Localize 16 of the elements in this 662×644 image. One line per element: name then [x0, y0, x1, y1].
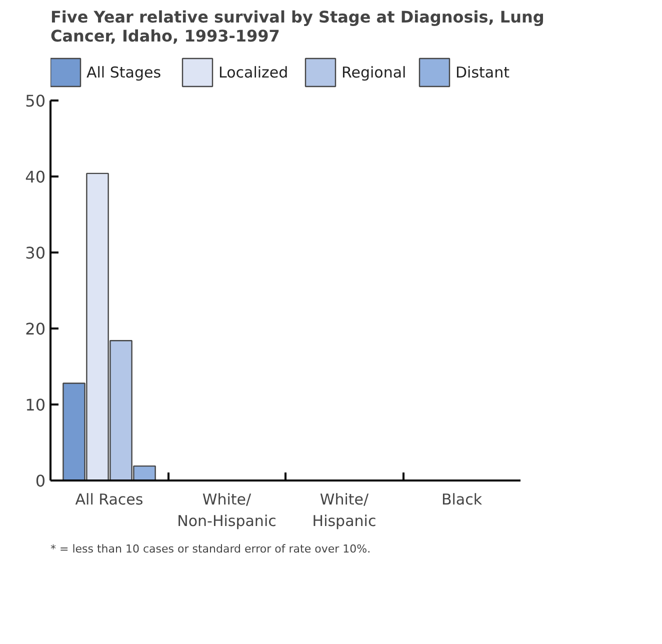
y-tick-label: 0 [35, 472, 46, 490]
y-tick-label: 30 [25, 244, 46, 262]
y-tick-label: 50 [25, 92, 46, 110]
legend-label: Distant [456, 64, 510, 82]
legend-label: All Stages [86, 64, 162, 82]
x-tick-label: White/ Hispanic [312, 490, 376, 530]
legend-label: Localized [218, 64, 288, 82]
chart-title: Five Year relative survival by Stage at Diagnosis, Lung Cancer, Idaho, 1993-1997 [50, 8, 544, 46]
y-tick-label: 40 [25, 168, 46, 186]
x-tick-label: Black [441, 490, 482, 508]
x-tick-label: All Races [75, 490, 144, 508]
x-tick-label: White/ Non-Hispanic [177, 490, 276, 530]
legend-label: Regional [342, 64, 406, 82]
y-tick-label: 10 [25, 396, 46, 414]
y-tick-label: 20 [25, 320, 46, 338]
text: * = less than 10 cases or standard error of rate over 10%. [50, 542, 371, 556]
